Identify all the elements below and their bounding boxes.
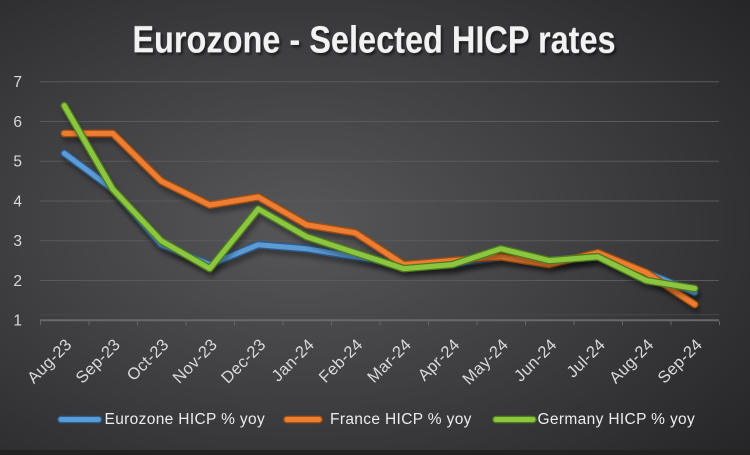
svg-text:Germany HICP % yoy: Germany HICP % yoy bbox=[538, 411, 696, 428]
svg-text:France HICP % yoy: France HICP % yoy bbox=[330, 411, 472, 428]
svg-text:4: 4 bbox=[13, 193, 22, 210]
svg-text:6: 6 bbox=[13, 114, 22, 131]
svg-text:2: 2 bbox=[13, 273, 22, 290]
svg-text:1: 1 bbox=[13, 313, 22, 330]
svg-text:3: 3 bbox=[13, 233, 22, 250]
svg-text:7: 7 bbox=[13, 74, 22, 91]
svg-text:Eurozone - Selected HICP rates: Eurozone - Selected HICP rates bbox=[132, 18, 615, 61]
svg-text:5: 5 bbox=[13, 154, 22, 171]
svg-text:Eurozone HICP % yoy: Eurozone HICP % yoy bbox=[105, 411, 266, 428]
